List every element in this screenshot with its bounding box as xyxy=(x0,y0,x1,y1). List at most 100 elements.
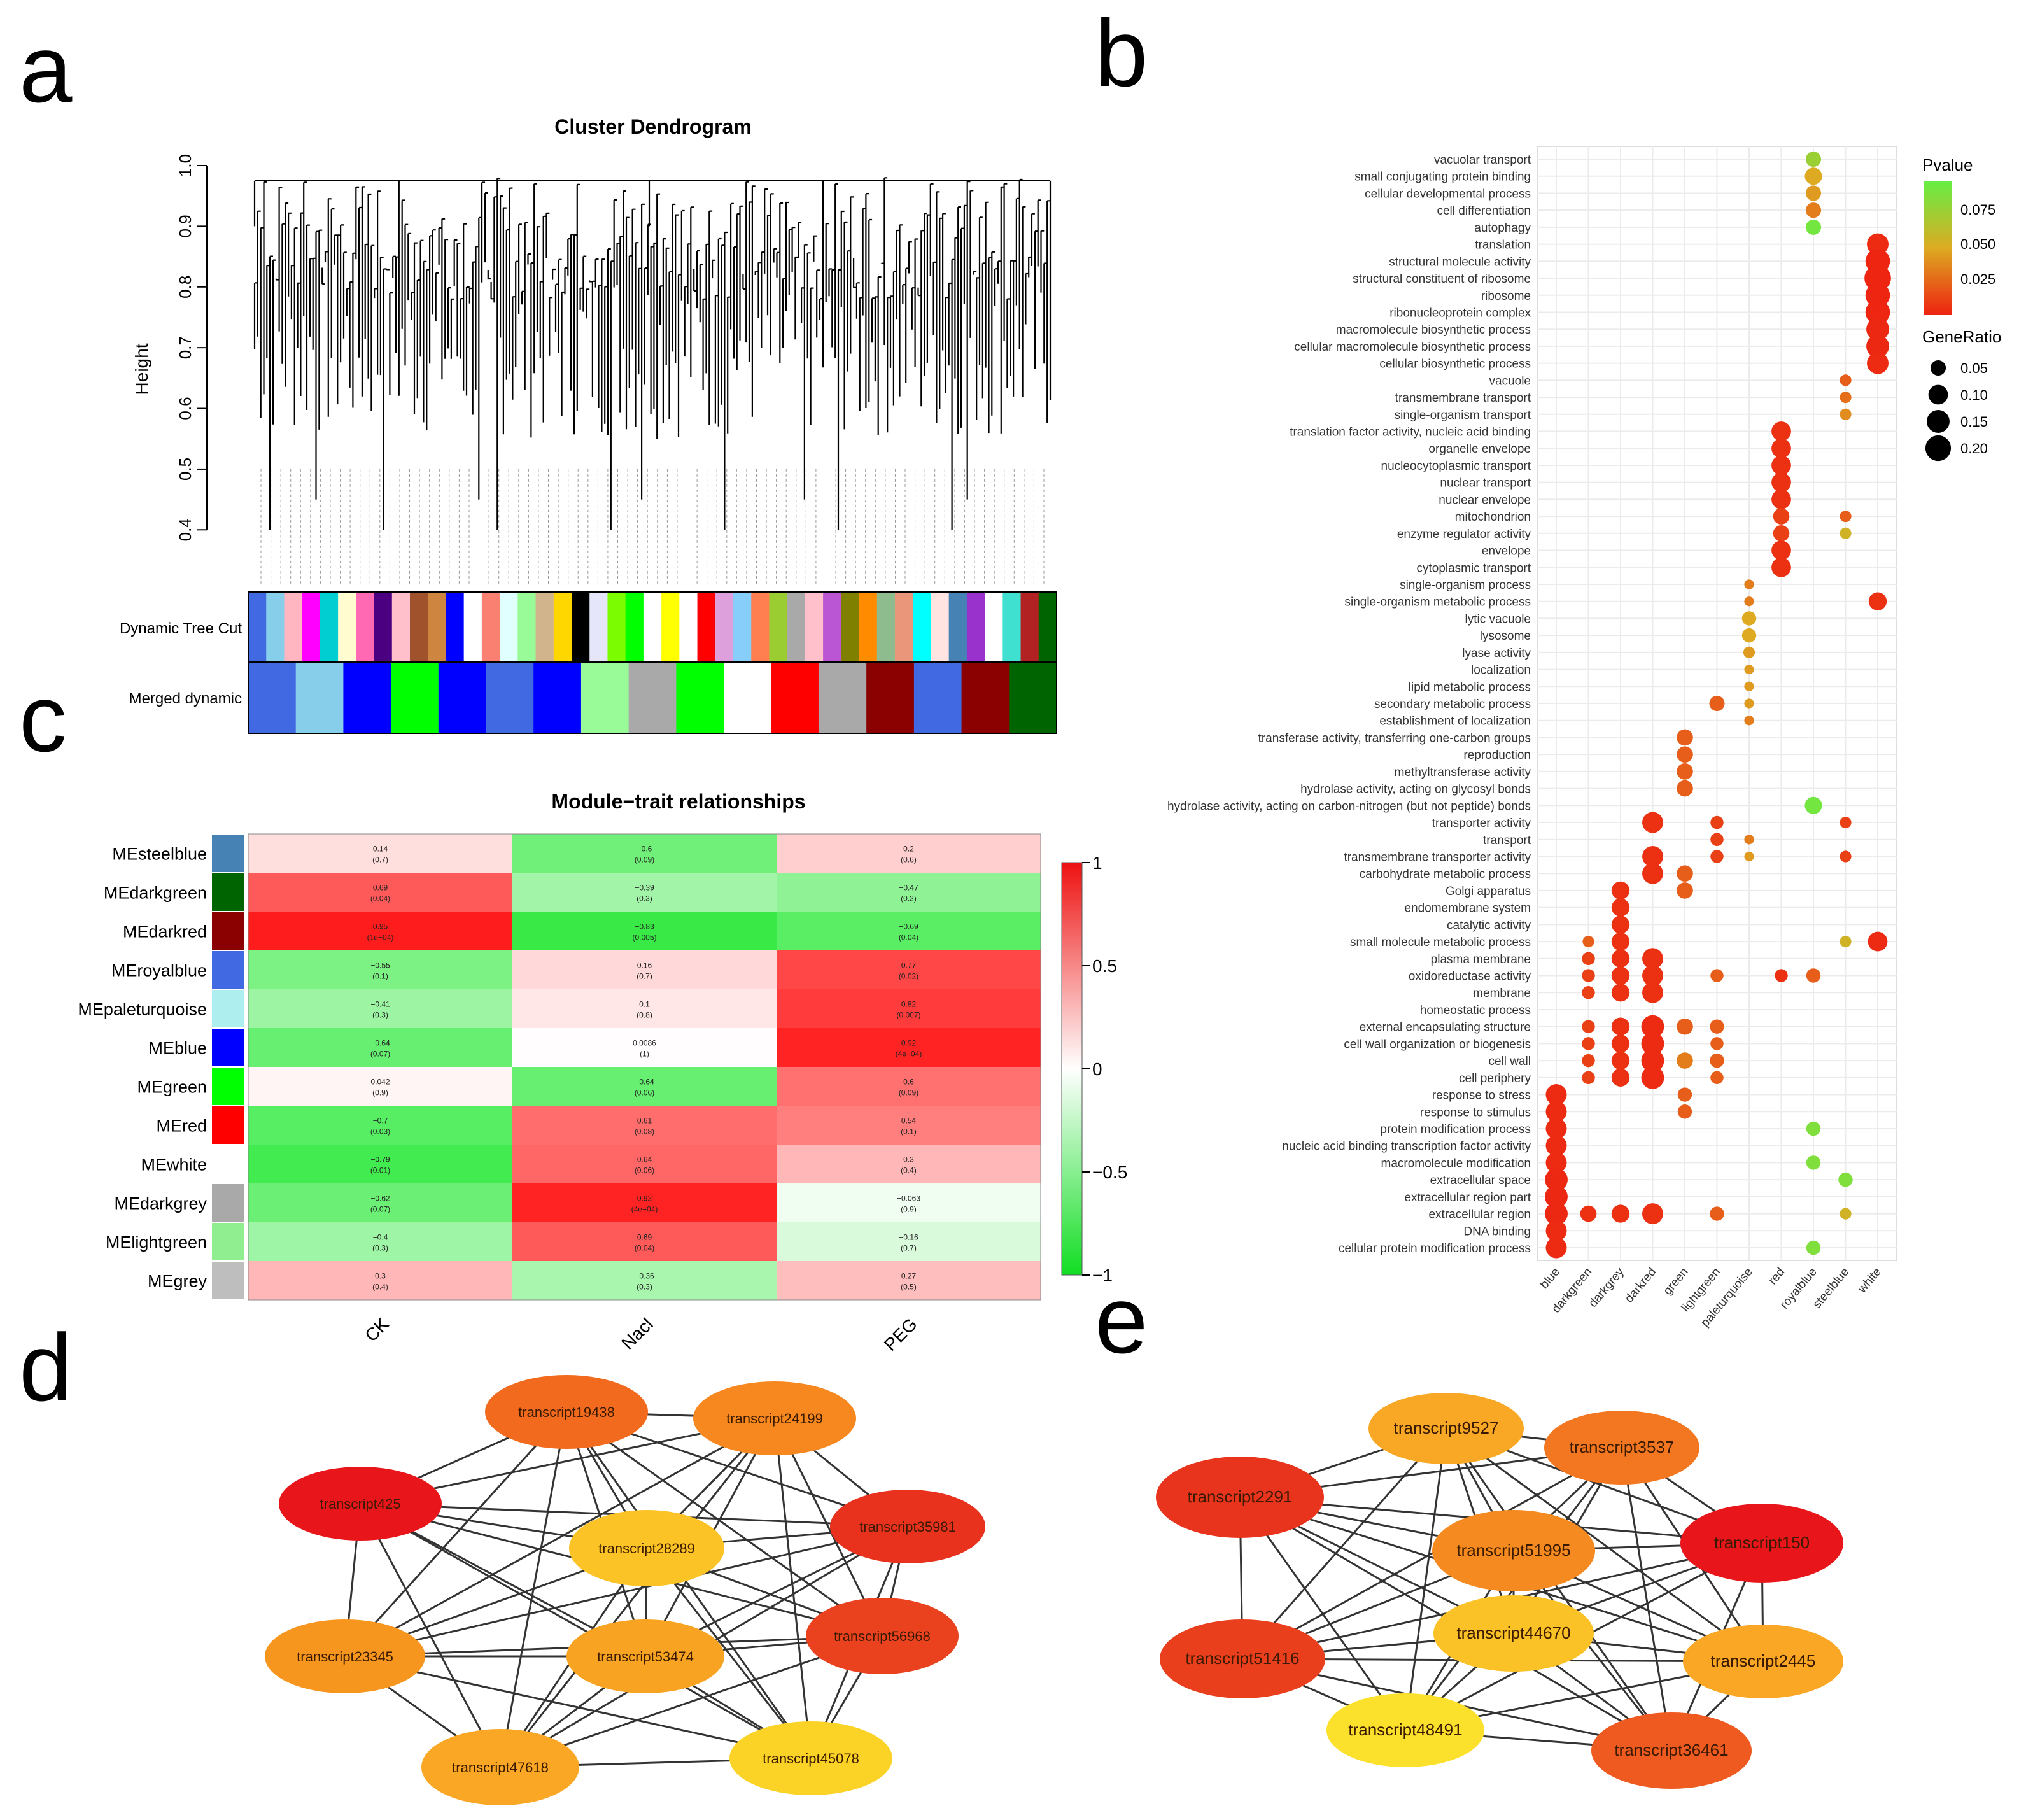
go-term-label: plasma membrane xyxy=(1431,953,1531,966)
dot-darkgrey xyxy=(1611,984,1630,1002)
dynamic-tree-cut-segment xyxy=(697,592,716,662)
heatmap-cell xyxy=(512,1145,777,1184)
dynamic-tree-cut-segment xyxy=(913,592,932,662)
go-term-label: establishment of localization xyxy=(1379,715,1531,728)
dot-white xyxy=(1865,283,1890,308)
cell-value: 0.61 xyxy=(637,1117,652,1125)
generatio-legend-dot xyxy=(1928,384,1948,405)
cell-value: −0.47 xyxy=(899,884,918,892)
network-e-nodes: transcript9527 transcript3537 transcript22… xyxy=(1156,1393,1843,1789)
dynamic-tree-cut-segment xyxy=(374,592,393,662)
heatmap-row-labels: MEsteelblue MEdarkgreen MEdarkred MEroyalbl… xyxy=(78,835,244,1299)
dot-white xyxy=(1866,334,1889,358)
generatio-legend-dot xyxy=(1930,360,1946,376)
heatmap-row-label: MEgreen xyxy=(137,1078,207,1097)
heatmap-border xyxy=(248,833,1041,1301)
network-node-transcript48491 xyxy=(1326,1693,1484,1767)
network-node-transcript51995 xyxy=(1432,1510,1595,1591)
network-edge xyxy=(1404,1428,1447,1731)
dot-steelblue xyxy=(1840,374,1852,386)
dynamic-tree-cut-segment xyxy=(948,592,967,662)
generatio-legend-dot xyxy=(1927,410,1950,433)
dot-green xyxy=(1677,1018,1693,1035)
dynamic-tree-cut-segment xyxy=(787,592,806,662)
go-term-label: reproduction xyxy=(1463,749,1531,762)
dot-darkgrey xyxy=(1611,1034,1630,1053)
go-term-label: cellular protein modification process xyxy=(1339,1242,1531,1255)
merged-dynamic-segment xyxy=(866,662,915,733)
panel-a-dendrogram: Cluster Dendrogram Height 0.40.50.60.70.… xyxy=(120,115,1057,734)
go-term-label: ribosome xyxy=(1481,290,1531,303)
cell-value: 0.92 xyxy=(901,1039,917,1048)
dynamic-tree-cut-segment xyxy=(356,592,375,662)
merged-dynamic-segment xyxy=(628,662,677,733)
dynamic-tree-cut-segment xyxy=(769,592,788,662)
merged-dynamic-segment xyxy=(343,662,391,733)
dynamic-tree-cut-segment xyxy=(320,592,339,662)
heatmap-row-label: MElightgreen xyxy=(106,1233,207,1252)
cell-value: −0.39 xyxy=(635,884,654,892)
panel-b-dotplot: vacuolar transport small conjugating prot… xyxy=(1167,146,2001,1330)
dot-lightgreen xyxy=(1710,1019,1724,1034)
go-term-label: transferase activity, transferring one-c… xyxy=(1258,731,1531,745)
cell-pvalue: (0.08) xyxy=(635,1127,654,1136)
cell-value: −0.69 xyxy=(899,922,918,931)
network-node-label: transcript23345 xyxy=(297,1649,393,1665)
pvalue-tick-0025: 0.025 xyxy=(1960,271,1995,287)
dot-darkred xyxy=(1642,1203,1663,1225)
panel-letter-c: c xyxy=(19,665,67,772)
heatmap-row-label: MEblue xyxy=(148,1039,207,1058)
dot-steelblue xyxy=(1840,850,1852,863)
heatmap-column-label: Nacl xyxy=(617,1314,657,1353)
dot-darkgrey xyxy=(1611,1068,1630,1087)
dendrogram-tree xyxy=(253,177,1052,586)
panel-letter-e: e xyxy=(1095,1266,1148,1373)
dot-lightgreen xyxy=(1710,815,1724,829)
network-node-transcript425 xyxy=(279,1467,442,1541)
heatmap-cell xyxy=(248,1067,513,1106)
dynamic-tree-cut-segment xyxy=(428,592,447,662)
dotplot-term-labels: vacuolar transport small conjugating prot… xyxy=(1167,153,1531,1255)
heatmap-cell xyxy=(512,1222,777,1262)
dot-darkgrey xyxy=(1611,949,1630,968)
dynamic-tree-cut-segment xyxy=(607,592,626,662)
go-term-label: Golgi apparatus xyxy=(1446,885,1531,898)
go-term-label: cell differentiation xyxy=(1437,204,1531,218)
merged-dynamic-segment xyxy=(486,662,534,733)
cell-pvalue: (0.01) xyxy=(370,1166,390,1175)
network-edge xyxy=(1241,1428,1447,1660)
network-node-label: transcript36461 xyxy=(1614,1740,1728,1760)
dot-steelblue xyxy=(1840,1208,1852,1220)
dot-green xyxy=(1677,865,1693,882)
cell-value: 0.95 xyxy=(373,922,388,931)
go-term-label: translation xyxy=(1475,239,1531,252)
go-term-label: nucleic acid binding transcription facto… xyxy=(1282,1140,1531,1153)
cell-value: 0.6 xyxy=(903,1078,914,1087)
go-term-label: organelle envelope xyxy=(1428,442,1531,456)
dot-blue xyxy=(1545,1135,1567,1157)
dot-darkgreen xyxy=(1580,1205,1597,1222)
dot-blue xyxy=(1545,1168,1568,1192)
network-node-transcript45078 xyxy=(729,1721,892,1795)
dot-red xyxy=(1771,438,1791,458)
go-term-label: oxidoreductase activity xyxy=(1409,970,1531,984)
network-edge xyxy=(773,1418,812,1759)
dotplot-legend: Pvalue 0.075 0.050 0.025 GeneRatio 0.050… xyxy=(1922,155,2001,462)
dot-darkred xyxy=(1642,845,1663,867)
go-term-label: cell wall organization or biogenesis xyxy=(1344,1038,1531,1051)
heatmap-cell xyxy=(512,1028,777,1068)
merged-dynamic-segment xyxy=(913,662,962,733)
cell-value: 0.2 xyxy=(903,845,914,854)
network-edge xyxy=(1242,1446,1622,1660)
cell-pvalue: (0.6) xyxy=(901,856,917,864)
network-edge xyxy=(1446,1427,1764,1663)
go-term-label: DNA binding xyxy=(1463,1225,1531,1238)
dynamic-tree-cut-segment xyxy=(266,592,285,662)
dot-royalblue xyxy=(1805,185,1822,201)
merged-dynamic-segment xyxy=(580,662,630,733)
network-node-transcript2445 xyxy=(1683,1625,1843,1698)
network-node-label: transcript56968 xyxy=(834,1628,931,1644)
cell-value: −0.41 xyxy=(370,1000,390,1009)
dot-green xyxy=(1677,746,1693,763)
network-node-label: transcript51416 xyxy=(1185,1649,1299,1668)
